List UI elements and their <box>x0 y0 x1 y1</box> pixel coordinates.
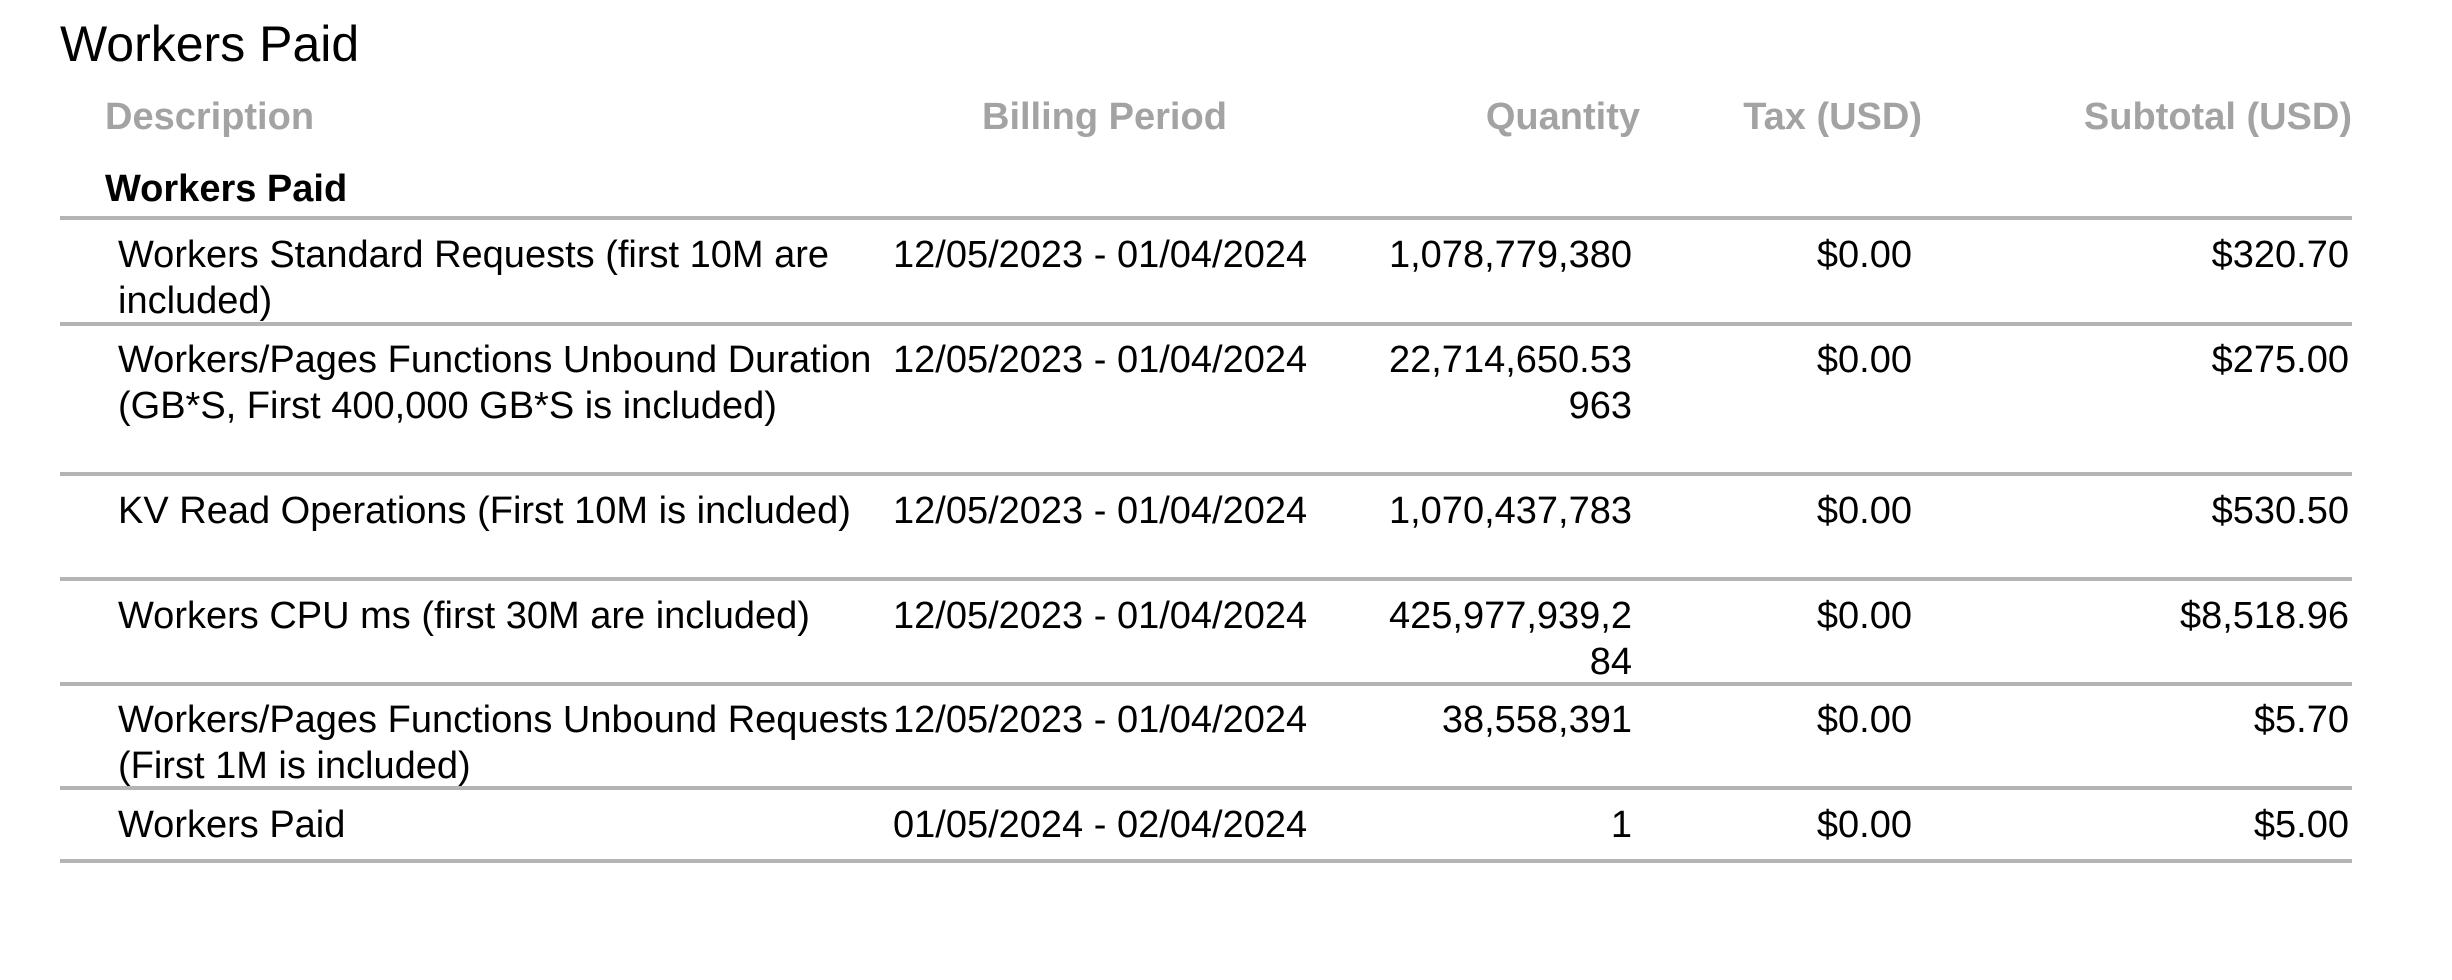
row-quantity: 38,558,391 <box>1441 699 1632 741</box>
row-description: Workers CPU ms (first 30M are included) <box>118 595 810 637</box>
row-tax: $0.00 <box>1816 490 1912 532</box>
header-tax: Tax (USD) <box>1743 96 1922 138</box>
row-divider <box>60 216 2352 220</box>
table-header: Description Billing Period Quantity Tax … <box>0 90 2452 142</box>
row-divider <box>60 859 2352 863</box>
header-description: Description <box>105 96 315 138</box>
row-divider <box>60 682 2352 686</box>
row-quantity: 425,977,939,284 <box>1388 595 1632 683</box>
row-description: Workers Paid <box>118 804 346 846</box>
row-subtotal: $8,518.96 <box>2179 595 2349 637</box>
row-billing-period: 12/05/2023 - 01/04/2024 <box>893 234 1308 276</box>
row-tax: $0.00 <box>1816 804 1912 846</box>
row-divider <box>60 472 2352 476</box>
row-billing-period: 12/05/2023 - 01/04/2024 <box>893 595 1308 637</box>
header-quantity: Quantity <box>1485 96 1640 138</box>
row-tax: $0.00 <box>1816 234 1912 276</box>
row-subtotal: $5.00 <box>2253 804 2349 846</box>
row-description: Workers Standard Requests (first 10M are… <box>118 234 830 322</box>
row-quantity: 1 <box>1610 804 1632 846</box>
page-title: Workers Paid <box>60 16 360 72</box>
row-description: Workers/Pages Functions Unbound Requests… <box>118 699 889 787</box>
row-tax: $0.00 <box>1816 339 1912 381</box>
section-title: Workers Paid <box>105 168 348 210</box>
row-billing-period: 12/05/2023 - 01/04/2024 <box>893 339 1308 381</box>
row-divider <box>60 322 2352 326</box>
row-tax: $0.00 <box>1816 595 1912 637</box>
row-quantity: 22,714,650.53963 <box>1388 339 1632 427</box>
row-description: Workers/Pages Functions Unbound Duration… <box>118 339 872 427</box>
row-divider <box>60 786 2352 790</box>
row-divider <box>60 577 2352 581</box>
row-description: KV Read Operations (First 10M is include… <box>118 490 851 532</box>
row-billing-period: 12/05/2023 - 01/04/2024 <box>893 699 1308 741</box>
header-subtotal: Subtotal (USD) <box>2083 96 2352 138</box>
header-billing-period: Billing Period <box>982 96 1227 138</box>
row-subtotal: $275.00 <box>2211 339 2349 381</box>
row-billing-period: 01/05/2024 - 02/04/2024 <box>893 804 1308 846</box>
row-subtotal: $320.70 <box>2211 234 2349 276</box>
row-tax: $0.00 <box>1816 699 1912 741</box>
row-quantity: 1,070,437,783 <box>1388 490 1632 532</box>
row-subtotal: $530.50 <box>2211 490 2349 532</box>
row-subtotal: $5.70 <box>2253 699 2349 741</box>
row-quantity: 1,078,779,380 <box>1388 234 1632 276</box>
row-billing-period: 12/05/2023 - 01/04/2024 <box>893 490 1308 532</box>
